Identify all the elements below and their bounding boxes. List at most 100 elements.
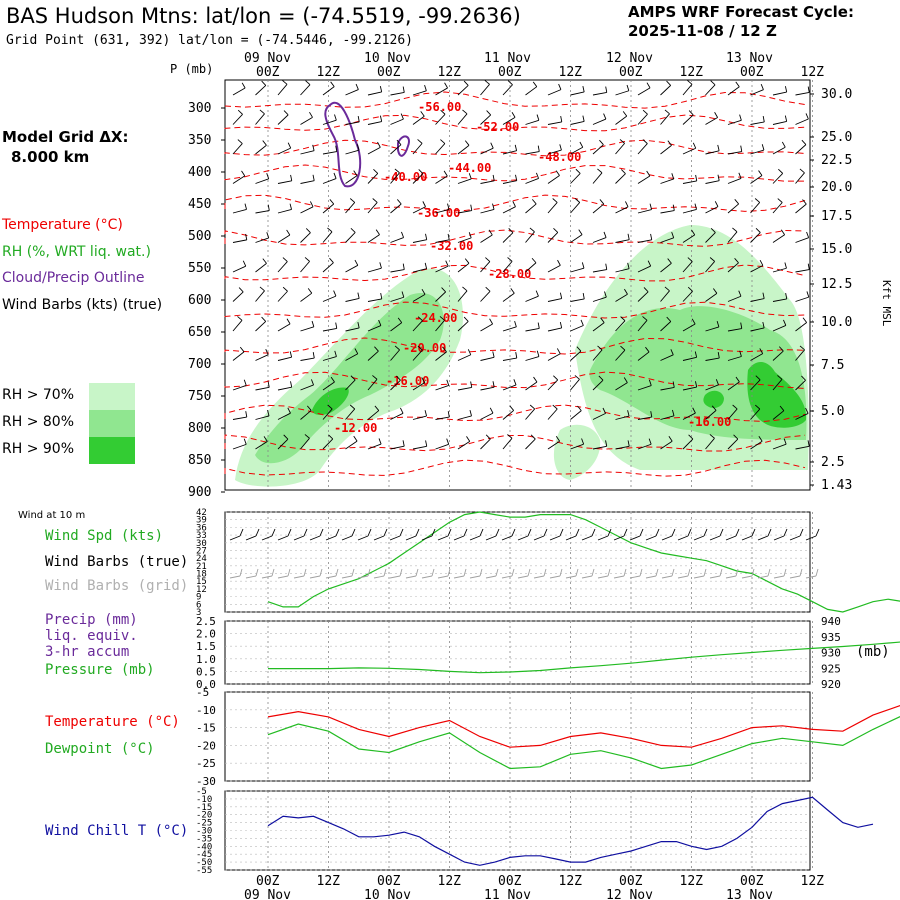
wind-barb-feather xyxy=(600,317,605,323)
wind-barb xyxy=(322,151,337,155)
wind-barb-feather xyxy=(335,322,338,329)
wind-barb-feather xyxy=(394,345,400,351)
wind-barb-feather xyxy=(311,320,315,327)
wind-barb-feather xyxy=(755,375,761,381)
wind-barb-feather xyxy=(558,83,562,90)
wind-barb-feather xyxy=(446,438,450,445)
wind-barb-feather xyxy=(463,80,469,86)
wind-barb xyxy=(615,293,628,302)
wind-barb-feather xyxy=(642,316,648,321)
surface-wind-barb-feather xyxy=(303,528,308,537)
wind-barb-feather xyxy=(402,440,405,447)
wind-barb-feather xyxy=(620,345,626,351)
surface-wind-barb-feather xyxy=(399,528,404,537)
wind-barb xyxy=(727,231,738,243)
grid-wind-barb xyxy=(597,575,609,579)
wind-barb xyxy=(795,379,806,391)
wind-barb-feather xyxy=(424,410,427,417)
surface-wind-barb-feather xyxy=(687,528,692,537)
height-tick-label: 20.0 xyxy=(821,180,852,195)
wind-barb-feather xyxy=(649,203,652,210)
wind-barb-feather xyxy=(309,111,313,118)
wind-barb xyxy=(615,445,630,450)
wind-barb xyxy=(345,175,358,184)
wind-barb xyxy=(795,203,807,214)
wind-barb-feather xyxy=(397,317,403,323)
wind-barb-feather xyxy=(289,203,292,210)
wind-barb xyxy=(367,146,381,155)
wind-barb-feather xyxy=(716,321,720,328)
wind-barb xyxy=(547,149,562,155)
wind-barb xyxy=(322,356,337,361)
wind-barb xyxy=(232,443,247,450)
wind-barb xyxy=(390,118,404,125)
grid-wind-barb-feather xyxy=(799,568,803,577)
surface-wind-barb xyxy=(325,535,337,541)
temperature-contour xyxy=(224,264,806,282)
rh-area-1 xyxy=(255,293,444,464)
wind-barb xyxy=(525,231,535,243)
wind-barb xyxy=(277,438,289,450)
wind-barb-feather xyxy=(507,257,513,262)
wind-barb xyxy=(457,85,469,96)
wind-barb xyxy=(705,261,715,273)
wind-barb xyxy=(300,326,314,332)
wind-barb xyxy=(502,357,517,361)
wind-barb-feather xyxy=(762,321,765,328)
wind-barb-feather xyxy=(312,352,315,359)
wind-barb-feather xyxy=(485,286,491,292)
wind-barb xyxy=(412,115,425,125)
wind-barb xyxy=(300,84,311,96)
grid-wind-barb-feather xyxy=(751,568,755,577)
wind-barb xyxy=(277,209,292,214)
wind-barb xyxy=(570,410,582,420)
wind-barb-feather xyxy=(710,80,716,86)
wind-barb xyxy=(502,117,516,125)
surface-wind-barb-feather xyxy=(479,528,484,537)
wind-barb xyxy=(300,232,311,243)
wind-barb xyxy=(570,234,583,243)
wind-barb xyxy=(772,410,785,420)
surface-wind-barb xyxy=(677,535,689,541)
wind-barb-feather xyxy=(739,350,742,357)
surface-wind-barb xyxy=(709,535,721,541)
wind-speed-tick-label: 27 xyxy=(196,546,207,556)
surface-wind-barb-feather xyxy=(319,528,324,537)
wind-barb-feather xyxy=(799,345,805,351)
wind-barb xyxy=(682,261,693,273)
wind-barb-feather xyxy=(266,232,270,239)
wind-barb-feather xyxy=(440,139,446,144)
wind-speed-tick-label: 21 xyxy=(196,562,207,572)
temperature-contour xyxy=(224,139,806,157)
pressure-tick-label: 940 xyxy=(821,615,841,628)
wind-10m-label: Wind at 10 m xyxy=(18,510,86,521)
wind-barb xyxy=(592,144,604,155)
wind-barb-feather xyxy=(512,201,516,207)
grid-wind-barb-feather xyxy=(495,568,499,577)
wind-barb xyxy=(660,262,672,273)
wind-barb xyxy=(457,210,472,214)
wind-barb-feather xyxy=(666,80,672,86)
wind-barb xyxy=(367,443,382,450)
wind-barb-feather xyxy=(597,168,603,174)
wind-barb-feather xyxy=(440,109,446,115)
wind-barb-feather xyxy=(514,144,518,151)
grid-wind-barb xyxy=(405,575,417,579)
wind-barb xyxy=(232,87,246,96)
top-time-tick-label: 00Z xyxy=(377,65,401,80)
surface-wind-barb-feather xyxy=(559,528,564,537)
wind-barb xyxy=(570,443,584,450)
height-tick-label: 1.43 xyxy=(821,478,852,493)
rh-area-2 xyxy=(312,387,349,415)
grid-wind-barb-feather xyxy=(335,568,339,577)
wind-barb xyxy=(660,145,672,155)
temperature-contour xyxy=(224,114,806,132)
dewpoint-panel-label: Dewpoint (°C) xyxy=(45,741,155,757)
wind-barb xyxy=(547,408,558,420)
wind-barb-feather xyxy=(287,142,292,149)
height-tick-label: 25.0 xyxy=(821,130,852,145)
wind-barb-feather xyxy=(802,199,807,205)
wind-barb xyxy=(660,178,674,184)
surface-wind-barb-feather xyxy=(623,528,628,537)
wind-barb-feather xyxy=(350,227,356,233)
